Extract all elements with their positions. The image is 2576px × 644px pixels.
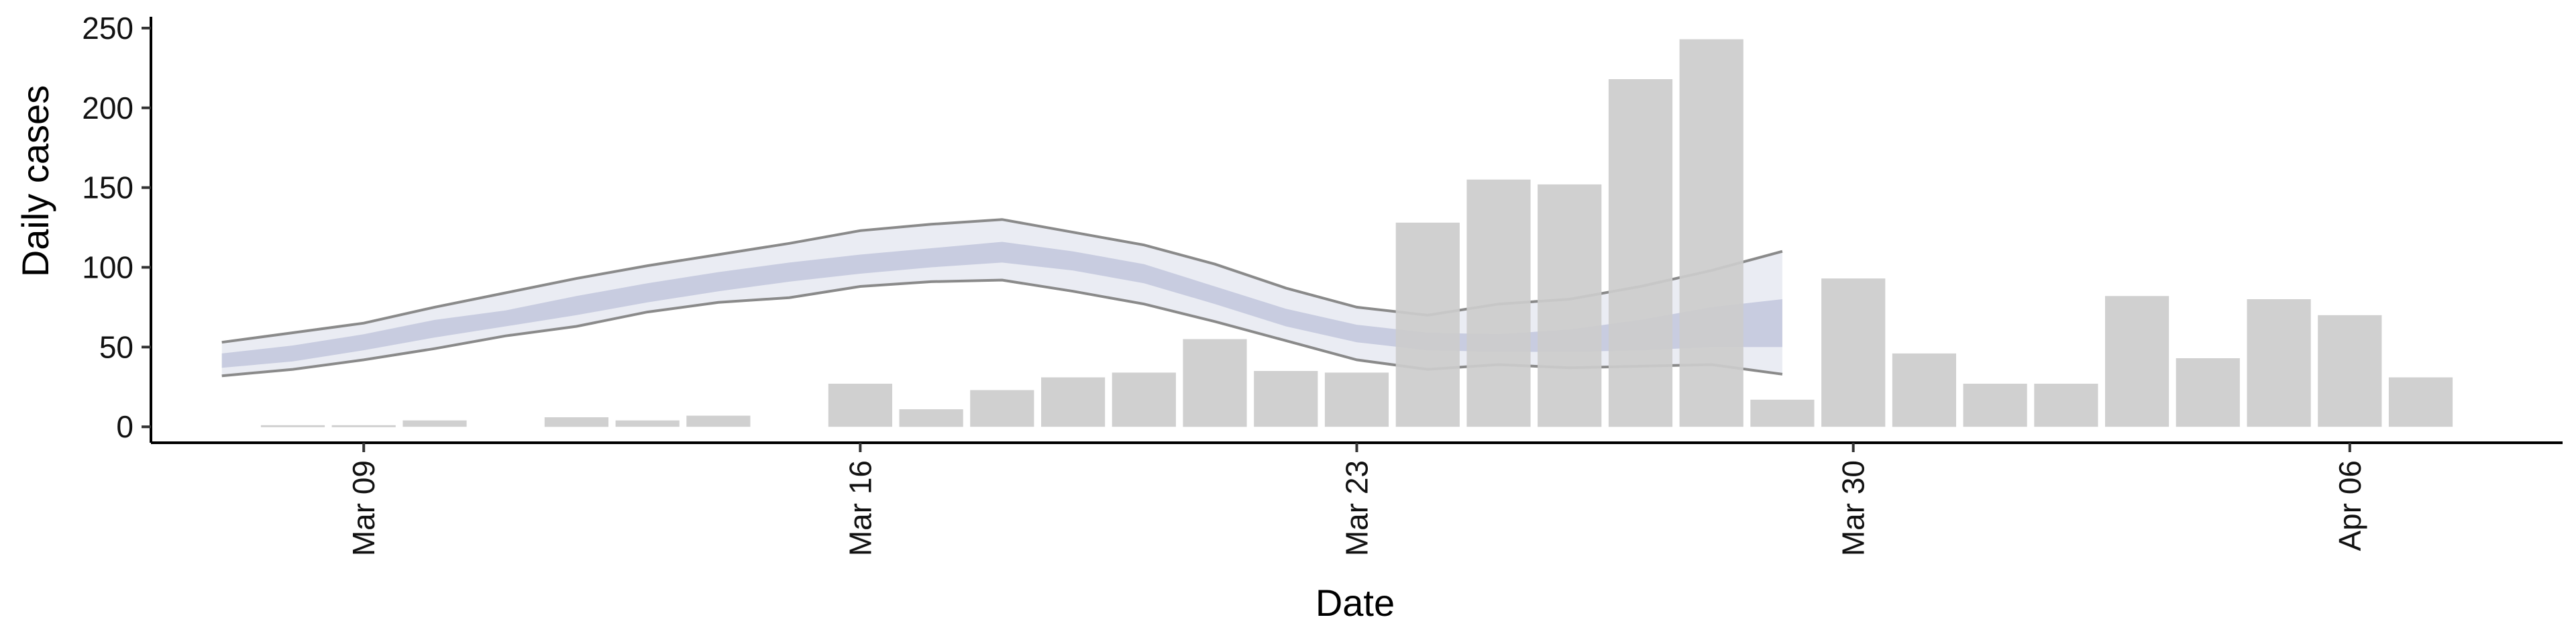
x-tick-label-2020-04-06: Apr 06 — [2332, 460, 2367, 551]
bars-layer — [260, 39, 2453, 427]
bar-2020-03-30 — [1821, 278, 1886, 427]
bar-2020-03-10 — [402, 420, 467, 427]
bar-2020-03-17 — [899, 409, 963, 427]
bar-2020-04-02 — [2034, 384, 2098, 427]
band-inner-area — [221, 241, 1782, 368]
x-tick-label-2020-03-23: Mar 23 — [1340, 460, 1375, 556]
bar-2020-03-13 — [615, 420, 680, 427]
bar-2020-03-08 — [260, 425, 325, 427]
bar-2020-03-24 — [1395, 222, 1460, 427]
bar-2020-03-27 — [1608, 79, 1673, 427]
x-tick-label-2020-03-30: Mar 30 — [1836, 460, 1871, 556]
bar-2020-04-01 — [1963, 384, 2027, 427]
bar-2020-03-20 — [1112, 372, 1176, 427]
bar-2020-03-22 — [1254, 371, 1318, 427]
bar-2020-04-06 — [2318, 315, 2382, 427]
bar-2020-03-09 — [331, 425, 396, 427]
bar-2020-04-05 — [2247, 299, 2311, 427]
bar-2020-03-23 — [1324, 372, 1389, 427]
bar-2020-04-03 — [2105, 296, 2169, 427]
bar-2020-03-26 — [1538, 184, 1602, 427]
bar-2020-03-18 — [970, 390, 1034, 427]
y-tick-label-0: 0 — [116, 409, 133, 444]
y-axis-title: Daily cases — [14, 85, 56, 277]
bar-2020-03-12 — [544, 417, 608, 427]
bar-2020-03-14 — [686, 415, 751, 427]
bar-2020-03-21 — [1183, 339, 1247, 427]
x-tick-label-2020-03-09: Mar 09 — [346, 460, 381, 556]
bar-2020-04-07 — [2388, 377, 2453, 427]
y-tick-label-200: 200 — [82, 91, 133, 125]
bar-2020-03-16 — [828, 384, 892, 427]
bar-2020-03-31 — [1892, 353, 1956, 427]
x-tick-label-2020-03-16: Mar 16 — [843, 460, 877, 556]
y-tick-label-150: 150 — [82, 170, 133, 205]
bar-2020-03-19 — [1041, 377, 1106, 427]
bar-2020-03-29 — [1750, 399, 1815, 427]
bar-2020-03-25 — [1466, 179, 1531, 427]
axes-layer: 0 50 100 150 200 250 Mar 09 Mar 16 Mar 23 Mar 30 A… — [82, 11, 2563, 556]
y-tick-label-100: 100 — [82, 250, 133, 284]
bar-2020-04-04 — [2176, 358, 2240, 427]
y-tick-label-50: 50 — [99, 329, 133, 364]
bar-2020-03-28 — [1679, 39, 1743, 427]
y-tick-label-250: 250 — [82, 11, 133, 46]
x-axis-title: Date — [1316, 582, 1395, 624]
